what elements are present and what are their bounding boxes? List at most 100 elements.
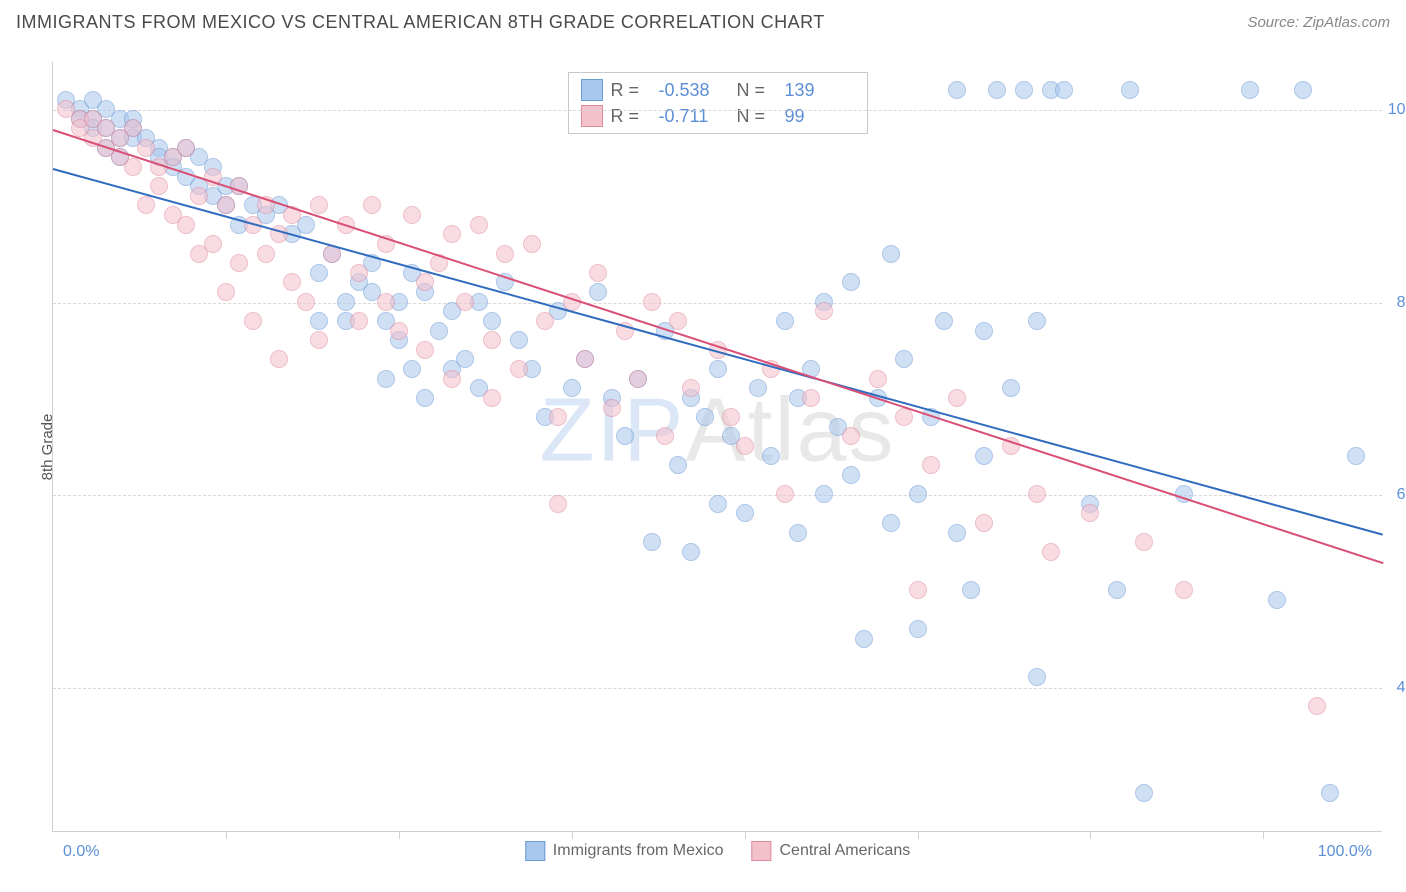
- scatter-point: [948, 81, 966, 99]
- chart-source: Source: ZipAtlas.com: [1247, 14, 1390, 31]
- scatter-point: [217, 196, 235, 214]
- scatter-point: [975, 322, 993, 340]
- scatter-point: [682, 379, 700, 397]
- scatter-point: [1268, 591, 1286, 609]
- scatter-point: [722, 408, 740, 426]
- x-tick: [1263, 831, 1264, 839]
- bottom-legend-label-1: Immigrants from Mexico: [553, 842, 724, 860]
- scatter-point: [909, 485, 927, 503]
- scatter-point: [736, 504, 754, 522]
- scatter-point: [456, 350, 474, 368]
- chart-header: IMMIGRANTS FROM MEXICO VS CENTRAL AMERIC…: [0, 0, 1406, 40]
- scatter-point: [948, 389, 966, 407]
- scatter-point: [975, 514, 993, 532]
- scatter-point: [988, 81, 1006, 99]
- scatter-point: [217, 283, 235, 301]
- scatter-point: [403, 206, 421, 224]
- scatter-point: [377, 370, 395, 388]
- scatter-point: [403, 360, 421, 378]
- scatter-point: [483, 389, 501, 407]
- scatter-point: [456, 293, 474, 311]
- scatter-point: [483, 331, 501, 349]
- legend-row-1: R = -0.538 N = 139: [581, 77, 855, 103]
- scatter-point: [124, 119, 142, 137]
- scatter-point: [549, 408, 567, 426]
- scatter-point: [603, 399, 621, 417]
- legend-box: R = -0.538 N = 139 R = -0.711 N = 99: [568, 72, 868, 134]
- x-tick: [226, 831, 227, 839]
- scatter-point: [190, 187, 208, 205]
- scatter-point: [643, 293, 661, 311]
- scatter-point: [430, 322, 448, 340]
- chart-container: 8th Grade ZIPAtlas R = -0.538 N = 139 R …: [42, 52, 1392, 842]
- grid-line: [53, 688, 1382, 689]
- scatter-point: [802, 389, 820, 407]
- scatter-point: [416, 341, 434, 359]
- x-axis-min-label: 0.0%: [63, 843, 99, 861]
- scatter-point: [510, 331, 528, 349]
- scatter-point: [869, 370, 887, 388]
- y-tick-label: 80.0%: [1397, 294, 1406, 312]
- scatter-point: [669, 456, 687, 474]
- scatter-point: [815, 485, 833, 503]
- scatter-point: [377, 293, 395, 311]
- scatter-point: [536, 312, 554, 330]
- scatter-point: [1308, 697, 1326, 715]
- scatter-point: [589, 264, 607, 282]
- legend-r-label: R =: [611, 106, 651, 127]
- scatter-point: [150, 177, 168, 195]
- scatter-point: [576, 350, 594, 368]
- legend-n-label: N =: [737, 80, 777, 101]
- scatter-point: [510, 360, 528, 378]
- scatter-point: [270, 350, 288, 368]
- bottom-legend-swatch-1: [525, 841, 545, 861]
- scatter-point: [895, 408, 913, 426]
- scatter-point: [1015, 81, 1033, 99]
- scatter-point: [350, 312, 368, 330]
- bottom-legend-label-2: Central Americans: [779, 842, 910, 860]
- scatter-point: [842, 273, 860, 291]
- scatter-point: [523, 235, 541, 253]
- scatter-point: [177, 216, 195, 234]
- scatter-point: [244, 312, 262, 330]
- scatter-point: [297, 293, 315, 311]
- scatter-point: [1321, 784, 1339, 802]
- grid-line: [53, 303, 1382, 304]
- scatter-point: [443, 225, 461, 243]
- scatter-point: [696, 408, 714, 426]
- legend-n-value-1: 139: [785, 80, 855, 101]
- scatter-point: [909, 620, 927, 638]
- bottom-legend-swatch-2: [751, 841, 771, 861]
- scatter-point: [310, 312, 328, 330]
- scatter-point: [629, 370, 647, 388]
- bottom-legend-item-1: Immigrants from Mexico: [525, 841, 724, 861]
- bottom-legend: Immigrants from Mexico Central Americans: [525, 841, 910, 861]
- scatter-point: [762, 447, 780, 465]
- scatter-point: [137, 139, 155, 157]
- scatter-point: [616, 427, 634, 445]
- scatter-point: [310, 264, 328, 282]
- scatter-point: [789, 524, 807, 542]
- scatter-point: [337, 293, 355, 311]
- scatter-point: [589, 283, 607, 301]
- scatter-point: [350, 264, 368, 282]
- scatter-point: [204, 235, 222, 253]
- scatter-point: [483, 312, 501, 330]
- scatter-point: [749, 379, 767, 397]
- legend-r-value-1: -0.538: [659, 80, 729, 101]
- scatter-point: [1055, 81, 1073, 99]
- scatter-point: [496, 245, 514, 263]
- scatter-point: [948, 524, 966, 542]
- legend-r-value-2: -0.711: [659, 106, 729, 127]
- x-tick: [745, 831, 746, 839]
- scatter-point: [443, 370, 461, 388]
- legend-row-2: R = -0.711 N = 99: [581, 103, 855, 129]
- scatter-point: [895, 350, 913, 368]
- legend-n-label: N =: [737, 106, 777, 127]
- scatter-point: [776, 312, 794, 330]
- legend-r-label: R =: [611, 80, 651, 101]
- scatter-point: [230, 254, 248, 272]
- scatter-point: [709, 495, 727, 513]
- scatter-point: [855, 630, 873, 648]
- scatter-point: [1108, 581, 1126, 599]
